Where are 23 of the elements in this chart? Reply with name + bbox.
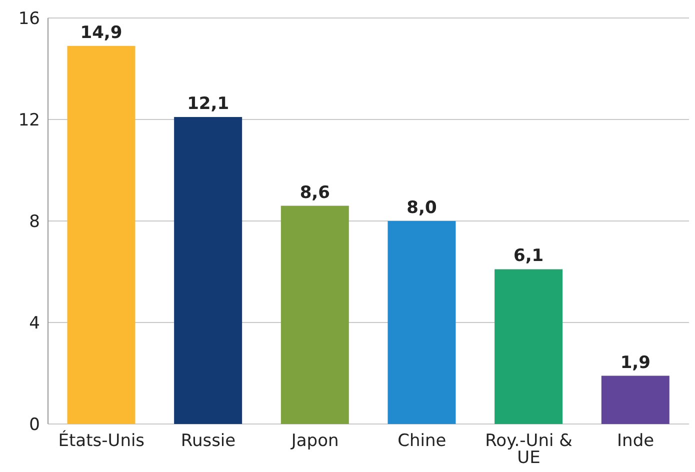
x-tick-label: Japon [290,431,339,452]
bar [174,116,242,424]
bar [601,376,670,424]
y-tick-label: 4 [29,314,40,334]
data-label: 8,6 [300,182,330,203]
x-tick-label: Russie [180,431,236,452]
data-label: 8,0 [406,198,437,218]
data-label: 12,1 [187,94,230,114]
y-tick-label: 0 [29,415,40,436]
x-tick-label: Chine [398,431,446,452]
data-label: 1,9 [620,352,650,373]
x-tick-label: Roy.-Uni & UE [485,431,572,468]
data-label: 14,9 [80,22,122,43]
bar [280,206,349,424]
y-tick-label: 12 [18,110,40,131]
bar [494,269,563,424]
data-label: 6,1 [514,246,544,266]
bar [388,221,456,424]
y-tick-label: 8 [29,212,40,232]
x-tick-label: États-Unis [58,430,145,452]
x-tick-label: Inde [617,431,654,452]
bar [67,46,136,424]
y-tick-label: 16 [18,9,40,30]
